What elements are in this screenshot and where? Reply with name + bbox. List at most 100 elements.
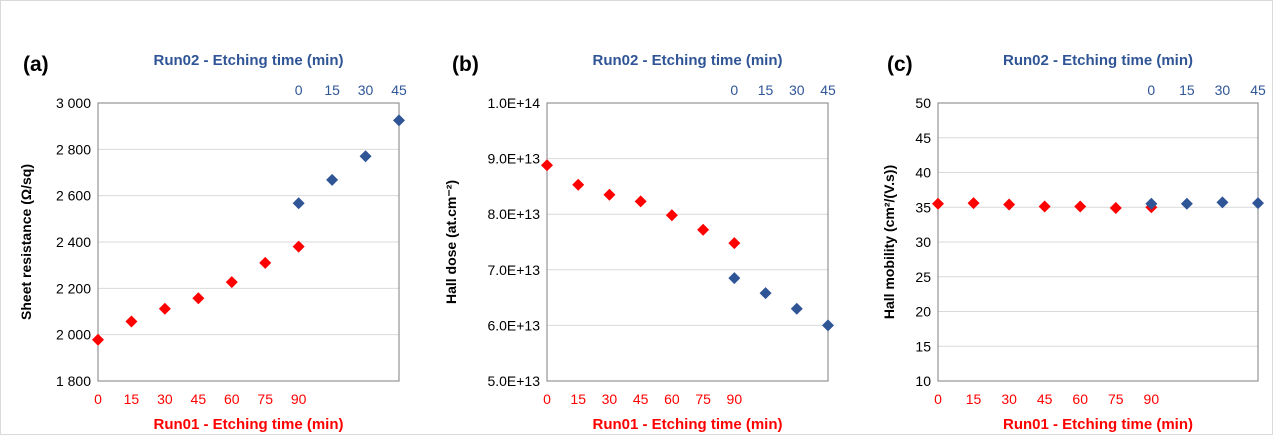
run01-point	[92, 333, 104, 346]
top-tick-label: 30	[358, 82, 374, 98]
bottom-tick-label: 90	[727, 391, 743, 407]
panel-label: (a)	[23, 53, 49, 76]
bottom-tick-label: 45	[1037, 391, 1053, 407]
bottom-tick-label: 45	[633, 391, 649, 407]
y-tick-label: 25	[915, 269, 931, 285]
y-axis-title: Hall dose (at.cm⁻²)	[443, 180, 459, 304]
y-tick-label: 15	[915, 338, 931, 354]
y-tick-label: 30	[915, 234, 931, 250]
y-tick-label: 5.0E+13	[487, 373, 540, 389]
run01-point	[697, 223, 710, 236]
run02-point	[1216, 196, 1229, 209]
y-tick-label: 6.0E+13	[487, 317, 540, 333]
bottom-tick-label: 30	[602, 391, 618, 407]
y-axis-title: Sheet resistance (Ω/sq)	[18, 164, 34, 320]
run01-point	[1003, 198, 1016, 211]
run01-point	[1074, 200, 1087, 213]
top-axis-title: Run02 - Etching time (min)	[1003, 52, 1193, 69]
run02-point	[292, 197, 305, 210]
top-tick-label: 0	[295, 82, 303, 98]
top-tick-label: 30	[1215, 82, 1231, 98]
bottom-tick-label: 75	[695, 391, 711, 407]
run01-point	[1109, 201, 1122, 214]
y-tick-label: 20	[915, 304, 931, 320]
run01-point	[603, 188, 616, 201]
y-tick-label: 2 200	[56, 280, 91, 296]
bottom-tick-label: 0	[934, 391, 942, 407]
run01-point	[125, 315, 138, 328]
bottom-tick-label: 45	[191, 391, 207, 407]
y-axis-title: Hall mobility (cm²/(V.s))	[881, 165, 897, 319]
y-tick-label: 10	[915, 373, 931, 389]
run02-point	[1180, 197, 1193, 210]
bottom-tick-label: 30	[1001, 391, 1017, 407]
top-tick-label: 15	[324, 82, 340, 98]
run02-point	[1145, 197, 1158, 210]
run02-point	[326, 173, 339, 186]
bottom-tick-label: 0	[543, 391, 551, 407]
top-tick-label: 45	[1250, 82, 1266, 98]
bottom-tick-label: 15	[966, 391, 982, 407]
top-axis-title: Run02 - Etching time (min)	[153, 52, 343, 69]
run02-point	[822, 319, 834, 332]
y-tick-label: 40	[915, 165, 931, 181]
y-tick-label: 2 600	[56, 188, 91, 204]
bottom-tick-label: 60	[664, 391, 680, 407]
y-tick-label: 2 800	[56, 141, 91, 157]
run01-point	[259, 256, 272, 269]
run01-point	[634, 195, 647, 208]
y-tick-label: 35	[915, 199, 931, 215]
run02-point	[359, 150, 372, 163]
run01-point	[728, 237, 741, 250]
run02-point	[790, 302, 803, 315]
y-tick-label: 1 800	[56, 373, 91, 389]
y-tick-label: 2 000	[56, 327, 91, 343]
bottom-tick-label: 30	[157, 391, 173, 407]
plot-frame	[546, 102, 829, 382]
run01-point	[967, 197, 980, 210]
bottom-tick-label: 15	[124, 391, 140, 407]
y-tick-label: 50	[915, 95, 931, 111]
top-tick-label: 30	[789, 82, 805, 98]
run01-point	[1038, 200, 1051, 213]
top-tick-label: 45	[820, 82, 836, 98]
run01-point	[932, 197, 944, 210]
run02-point	[728, 272, 741, 285]
top-tick-label: 15	[758, 82, 774, 98]
y-tick-label: 45	[915, 130, 931, 146]
bottom-tick-label: 60	[1072, 391, 1088, 407]
run02-point	[759, 287, 772, 300]
bottom-tick-label: 90	[1144, 391, 1160, 407]
run01-point	[292, 240, 305, 253]
bottom-tick-label: 60	[224, 391, 240, 407]
top-tick-label: 15	[1179, 82, 1195, 98]
top-tick-label: 45	[391, 82, 407, 98]
plot-frame	[97, 102, 400, 382]
bottom-tick-label: 15	[570, 391, 586, 407]
run02-point	[393, 114, 405, 127]
plot-frame	[937, 102, 1259, 382]
bottom-tick-label: 0	[94, 391, 102, 407]
y-tick-label: 7.0E+13	[487, 262, 540, 278]
bottom-tick-label: 75	[1108, 391, 1124, 407]
run01-point	[541, 159, 553, 172]
run01-point	[572, 178, 585, 191]
y-tick-label: 9.0E+13	[487, 151, 540, 167]
bottom-axis-title: Run01 - Etching time (min)	[592, 416, 782, 433]
bottom-tick-label: 75	[257, 391, 273, 407]
bottom-axis-title: Run01 - Etching time (min)	[1003, 416, 1193, 433]
run01-point	[225, 276, 238, 289]
run01-point	[192, 292, 205, 305]
bottom-tick-label: 90	[291, 391, 307, 407]
top-tick-label: 0	[730, 82, 738, 98]
top-tick-label: 0	[1147, 82, 1155, 98]
y-tick-label: 3 000	[56, 95, 91, 111]
y-tick-label: 2 400	[56, 234, 91, 250]
run01-point	[158, 302, 171, 315]
panel-label: (b)	[452, 53, 479, 76]
run01-point	[665, 209, 678, 222]
bottom-axis-title: Run01 - Etching time (min)	[153, 416, 343, 433]
top-axis-title: Run02 - Etching time (min)	[592, 52, 782, 69]
